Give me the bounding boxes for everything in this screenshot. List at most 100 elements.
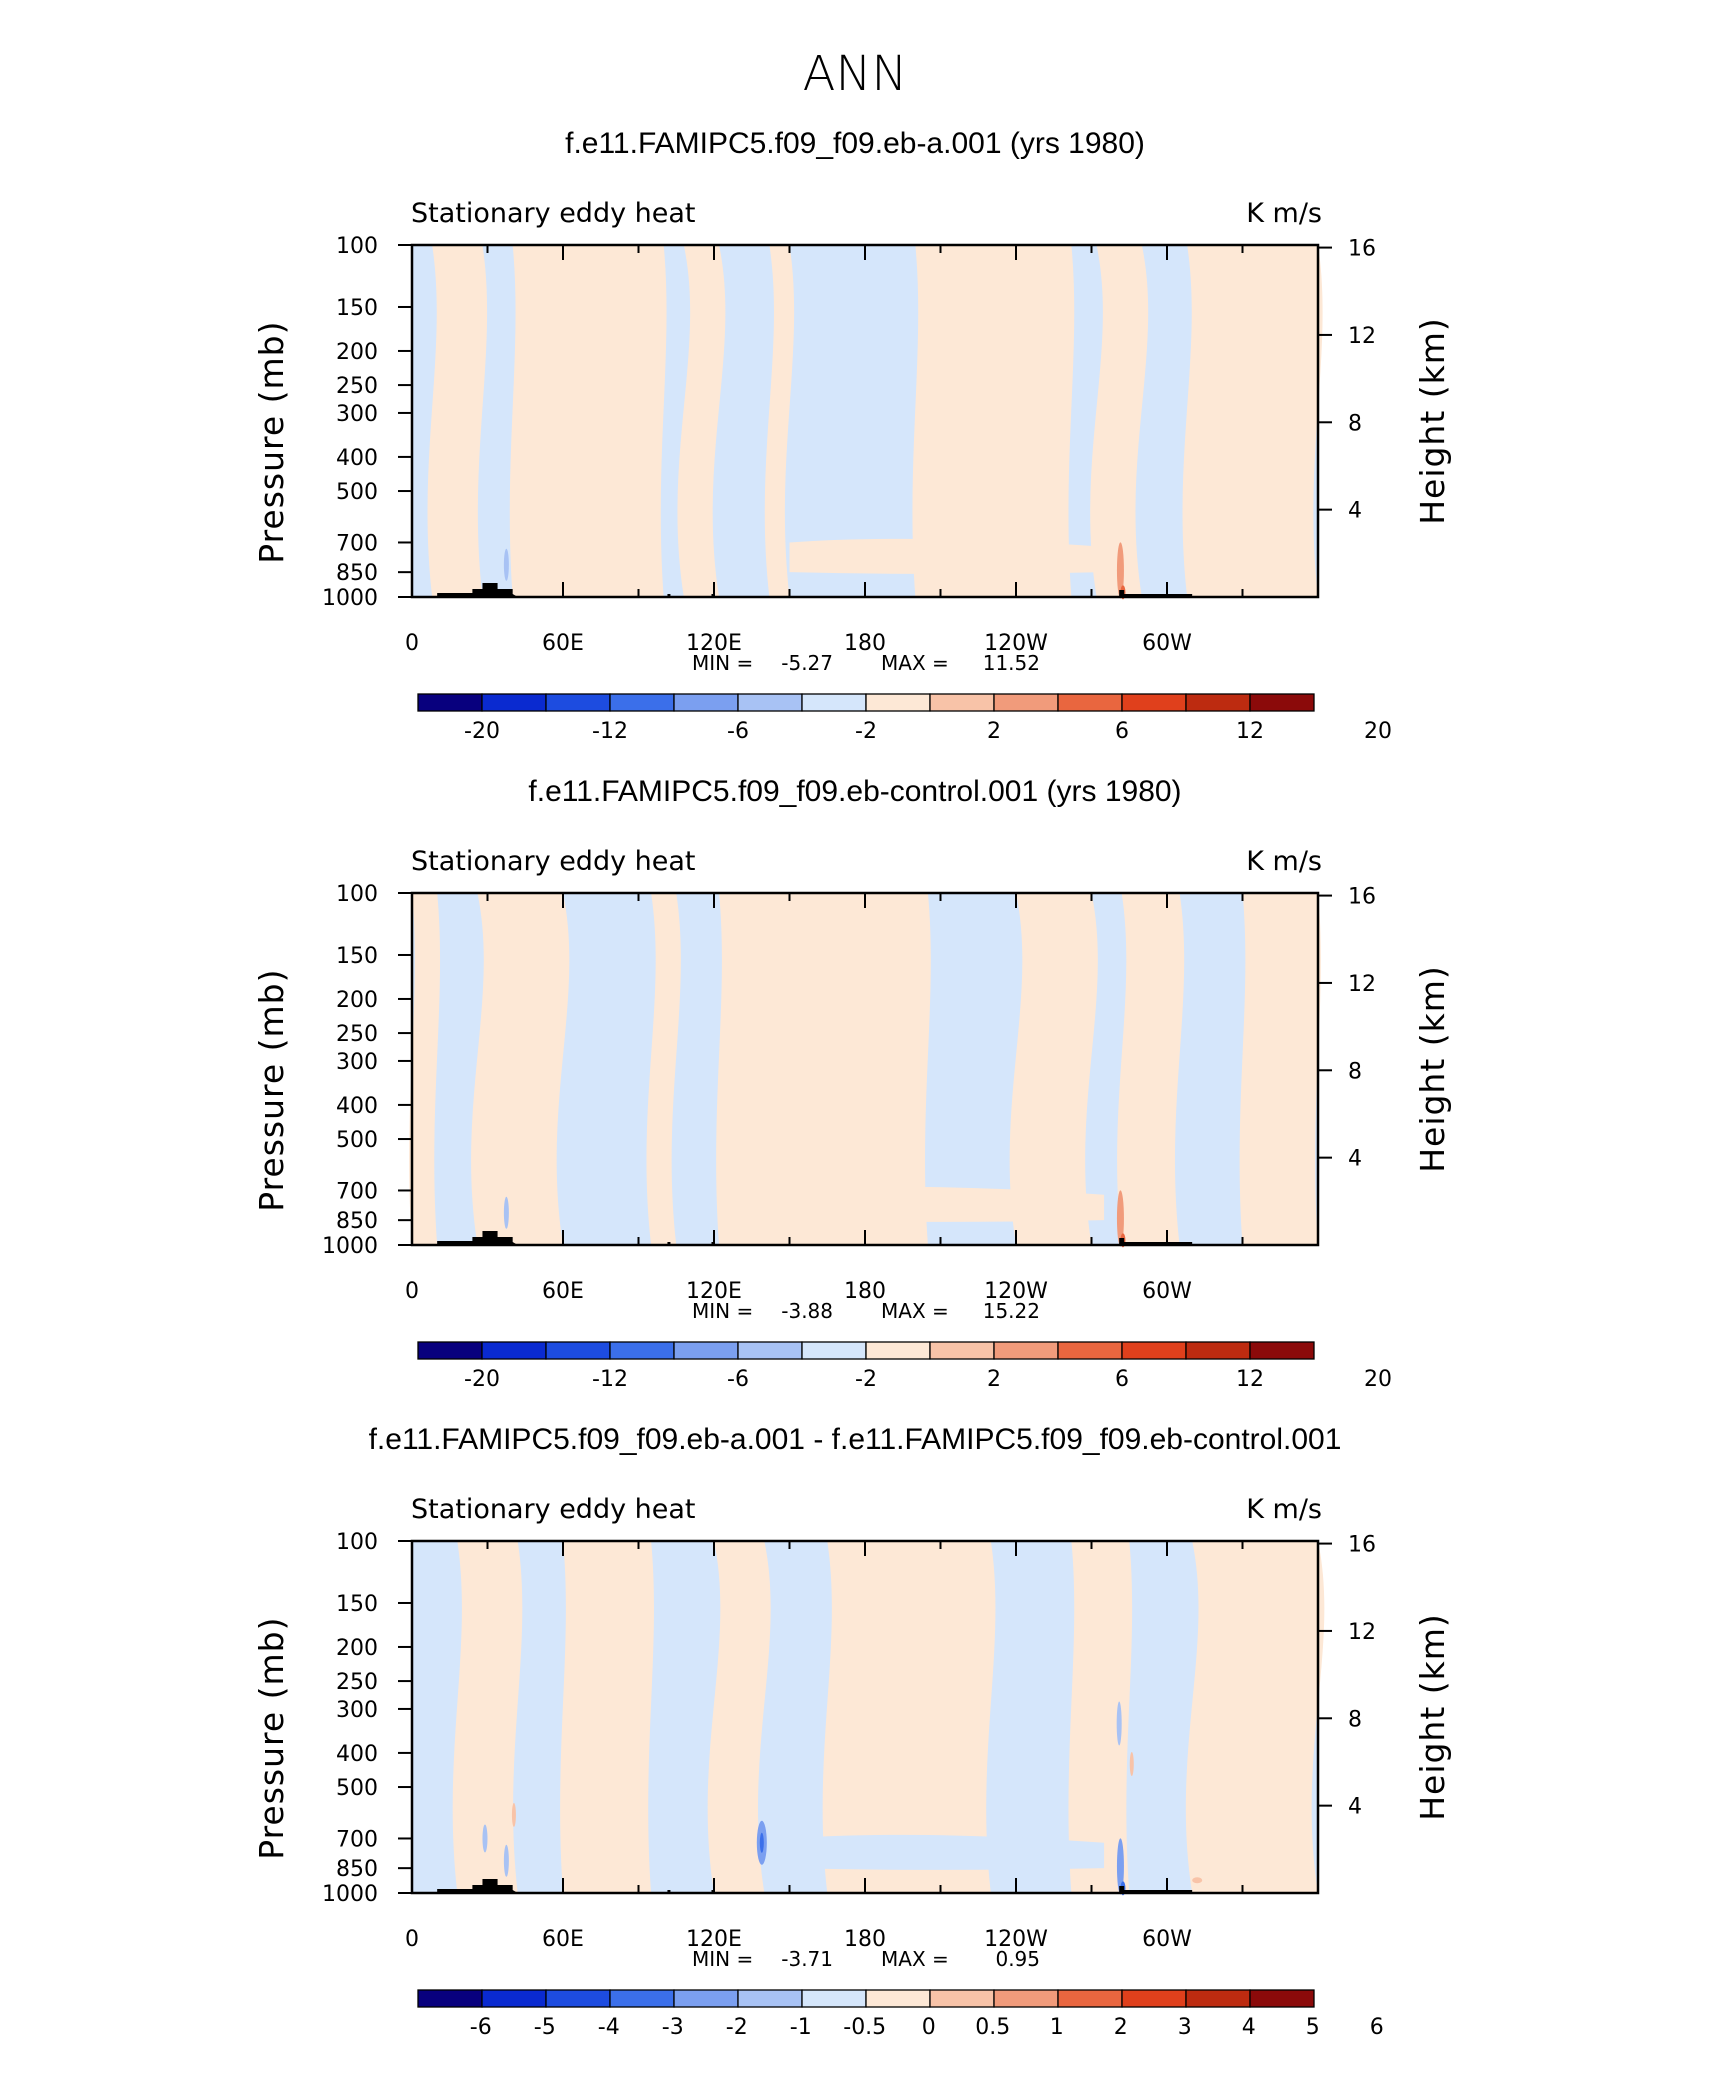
- panel-3: f.e11.FAMIPC5.f09_f09.eb-a.001 - f.e11.F…: [252, 1423, 1452, 2040]
- min-value: -3.71: [781, 1947, 833, 1971]
- y-tick-label: 200: [336, 988, 378, 1013]
- max-value: 15.22: [983, 1299, 1040, 1323]
- height-tick-label: 8: [1348, 411, 1362, 436]
- colorbar-swatch: [1121, 1989, 1187, 2008]
- colorbar-label: -2: [855, 1367, 877, 1392]
- colorbar-swatch: [545, 1989, 611, 2008]
- x-tick-label: 180: [844, 631, 886, 656]
- colorbar-label: 12: [1236, 719, 1264, 744]
- colorbar-label: -2: [855, 719, 877, 744]
- colorbar-label: -6: [470, 2015, 492, 2040]
- y-tick-label: 500: [336, 480, 378, 505]
- colorbar-swatch: [673, 693, 739, 712]
- colorbar-label: 3: [1178, 2015, 1192, 2040]
- x-tick-label: 180: [844, 1927, 886, 1952]
- topography-island: [711, 594, 715, 597]
- colorbar-label: -12: [592, 719, 628, 744]
- colorbar-swatch: [929, 1989, 995, 2008]
- panel-2: f.e11.FAMIPC5.f09_f09.eb-control.001 (yr…: [252, 775, 1452, 1392]
- topography-island: [667, 1890, 671, 1893]
- panel-left-label: Stationary eddy heat: [411, 846, 696, 877]
- colorbar-swatch: [929, 693, 995, 712]
- colorbar-swatch: [545, 693, 611, 712]
- colorbar-swatch: [801, 1989, 867, 2008]
- topography-island: [667, 594, 671, 597]
- contour-positive-region: [1239, 893, 1321, 1245]
- colorbar-label: -12: [592, 1367, 628, 1392]
- height-axis-label: Height (km): [1413, 317, 1452, 525]
- panel-units-label: K m/s: [1246, 198, 1322, 229]
- max-label: MAX =: [881, 1299, 949, 1323]
- max-label: MAX =: [881, 1947, 949, 1971]
- colorbar-swatch: [481, 1989, 547, 2008]
- contour-andes-feature: [1116, 1838, 1124, 1895]
- contour-negative-feature: [503, 548, 509, 581]
- topography-island: [711, 1242, 715, 1245]
- y-tick-label: 100: [336, 882, 378, 907]
- contour-positive-region: [1182, 245, 1323, 597]
- y-tick-label: 250: [336, 1022, 378, 1047]
- height-tick-label: 4: [1348, 499, 1362, 524]
- y-tick-label: 850: [336, 1857, 378, 1882]
- y-tick-label: 300: [336, 402, 378, 427]
- contour-andes-feature: [1116, 1190, 1124, 1247]
- x-tick-label: 0: [405, 1279, 419, 1304]
- contour-positive-region: [1090, 245, 1149, 597]
- height-tick-label: 4: [1348, 1795, 1362, 1820]
- x-tick-label: 180: [844, 1279, 886, 1304]
- y-tick-label: 700: [336, 1179, 378, 1204]
- y-axis-label: Pressure (mb): [252, 968, 291, 1211]
- height-tick-label: 16: [1348, 1533, 1376, 1558]
- colorbar-swatch: [673, 1989, 739, 2008]
- colorbar-swatch: [929, 1341, 995, 1360]
- x-tick-label: 120W: [984, 1927, 1048, 1952]
- x-tick-label: 120W: [984, 1279, 1048, 1304]
- colorbar-swatch: [993, 1341, 1059, 1360]
- colorbar-label: -4: [598, 2015, 620, 2040]
- y-tick-label: 100: [336, 1530, 378, 1555]
- contour-low-level-region: [789, 1186, 1105, 1222]
- contour-positive-feature: [511, 1802, 516, 1827]
- topography-island: [667, 1242, 671, 1245]
- y-tick-label: 150: [336, 944, 378, 969]
- panel-1: f.e11.FAMIPC5.f09_f09.eb-a.001 (yrs 1980…: [252, 127, 1452, 744]
- y-tick-label: 500: [336, 1776, 378, 1801]
- contour-andes-feature: [1116, 542, 1124, 599]
- contour-negative-feature: [503, 1196, 509, 1229]
- colorbar-swatch: [1185, 1989, 1251, 2008]
- height-tick-label: 4: [1348, 1147, 1362, 1172]
- y-tick-label: 250: [336, 374, 378, 399]
- contour-positive-region: [427, 245, 488, 597]
- contour-positive-region: [1009, 893, 1098, 1245]
- colorbar-swatch: [1249, 693, 1315, 712]
- contour-positive-region: [409, 893, 441, 1245]
- x-tick-label: 60E: [542, 1279, 584, 1304]
- contour-positive-region: [707, 1541, 771, 1893]
- colorbar-swatch: [993, 1989, 1059, 2008]
- colorbar-swatch: [1121, 1341, 1187, 1360]
- height-axis-label: Height (km): [1413, 1613, 1452, 1821]
- contour-negative-feature: [503, 1844, 509, 1877]
- colorbar-label: 6: [1115, 1367, 1129, 1392]
- y-tick-label: 400: [336, 1094, 378, 1119]
- colorbar-swatch: [865, 1341, 931, 1360]
- contour-positive-region: [912, 245, 1075, 597]
- panel-title: f.e11.FAMIPC5.f09_f09.eb-a.001 - f.e11.F…: [369, 1423, 1342, 1456]
- y-tick-label: 300: [336, 1698, 378, 1723]
- colorbar-swatch: [1057, 693, 1123, 712]
- y-tick-label: 700: [336, 1827, 378, 1852]
- topography-africa: [437, 1231, 518, 1245]
- min-label: MIN =: [692, 651, 753, 675]
- colorbar-swatch: [801, 1341, 867, 1360]
- y-tick-label: 1000: [322, 1882, 378, 1907]
- panel-title: f.e11.FAMIPC5.f09_f09.eb-a.001 (yrs 1980…: [565, 127, 1145, 160]
- contour-low-level-region: [789, 1834, 1105, 1870]
- x-tick-label: 120E: [686, 1279, 742, 1304]
- min-value: -5.27: [781, 651, 833, 675]
- colorbar-label: -2: [726, 2015, 748, 2040]
- colorbar-swatch: [609, 1341, 675, 1360]
- colorbar-label: -6: [727, 719, 749, 744]
- topography-south-america: [1119, 590, 1193, 597]
- x-tick-label: 120E: [686, 1927, 742, 1952]
